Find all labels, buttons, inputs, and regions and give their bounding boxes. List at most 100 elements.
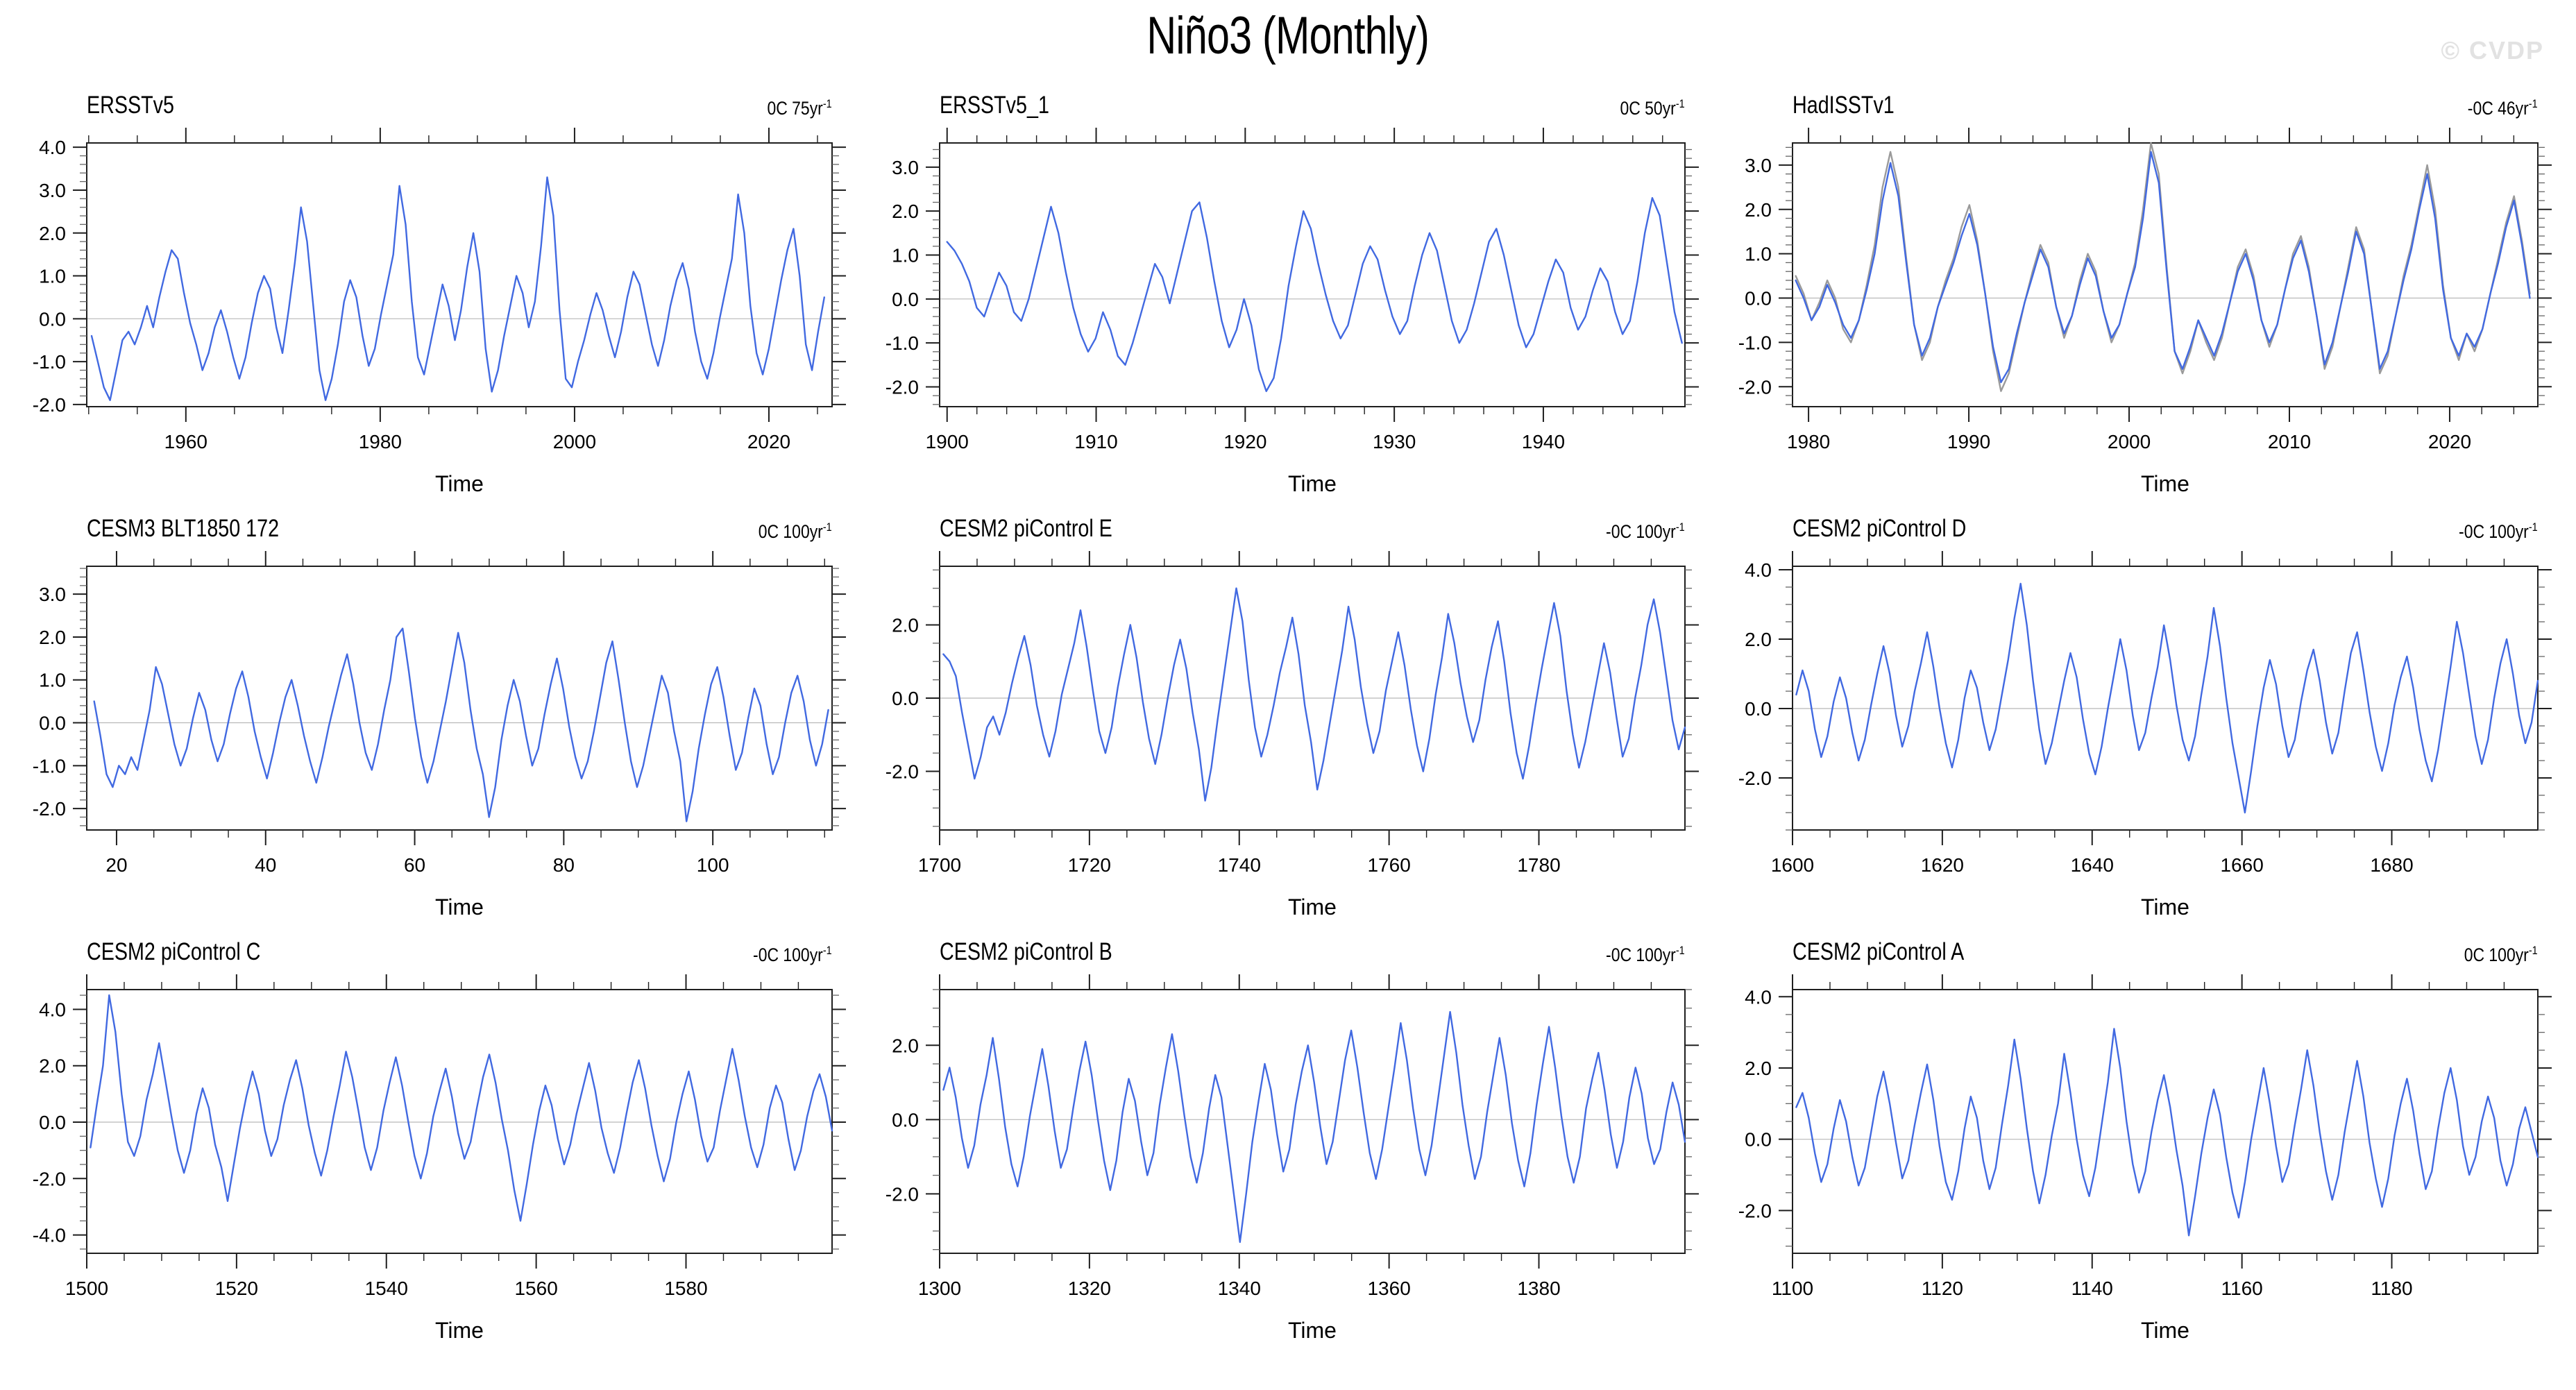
timeseries-plot: 1960 1980 2000 2020 4.0 3.0 2.0 1.0 0.0 -1.0 -2.0 T… [33,128,846,496]
svg-text:-2.0: -2.0 [1738,768,1772,789]
timeseries-panel-hadisstv1: HadISSTv1 -0C 46yr-1 1980 1990 2000 2010 202… [1721,87,2561,508]
svg-text:1180: 1180 [2371,1278,2412,1299]
panel-header: CESM2 piControl C -0C 100yr-1 [15,934,855,966]
svg-text:2020: 2020 [2428,431,2471,452]
svg-text:-2.0: -2.0 [33,1168,66,1189]
svg-text:2.0: 2.0 [892,201,919,222]
svg-text:0.0: 0.0 [892,289,919,310]
svg-text:Time: Time [2141,895,2189,919]
svg-text:1500: 1500 [65,1278,108,1299]
svg-text:0.0: 0.0 [1745,288,1772,310]
svg-text:2.0: 2.0 [1745,629,1772,650]
svg-text:1980: 1980 [1787,431,1830,452]
svg-text:1560: 1560 [514,1278,557,1299]
svg-text:1680: 1680 [2370,854,2413,876]
trend-annotation: -0C 100yr-1 [1606,944,1685,965]
timeseries-plot: 1300 1320 1340 1360 1380 2.0 0.0 -2.0 Time [886,974,1699,1343]
dataset-title: CESM2 piControl C [87,938,261,965]
dataset-title: ERSSTv5_1 [940,92,1049,119]
panel-header: ERSSTv5_1 0C 50yr-1 [868,87,1708,119]
trend-annotation: 0C 50yr-1 [1620,97,1685,119]
svg-text:2000: 2000 [553,431,596,452]
cvdp-watermark: © CVDP [2441,36,2544,65]
svg-text:4.0: 4.0 [39,137,66,158]
svg-text:2000: 2000 [2108,431,2151,452]
timeseries-panel-ersstv5: ERSSTv5 0C 75yr-1 1960 1980 2000 2020 4.0 3.0… [15,87,855,508]
svg-text:1990: 1990 [1947,431,1990,452]
timeseries-plot: 1700 1720 1740 1760 1780 2.0 0.0 -2.0 Time [886,551,1699,919]
svg-text:Time: Time [2141,1318,2189,1343]
svg-text:Time: Time [435,1318,484,1343]
svg-text:0.0: 0.0 [1745,1129,1772,1151]
svg-text:1320: 1320 [1068,1278,1111,1299]
svg-text:0.0: 0.0 [39,713,66,734]
svg-text:2.0: 2.0 [1745,199,1772,221]
timeseries-plot: 1600 1620 1640 1660 1680 4.0 2.0 0.0 -2.0 Time [1738,551,2552,919]
svg-text:-2.0: -2.0 [886,377,919,398]
svg-text:1640: 1640 [2071,854,2114,876]
svg-text:20: 20 [105,854,127,876]
svg-text:-2.0: -2.0 [1738,1200,1772,1221]
svg-text:1120: 1120 [1922,1278,1963,1299]
svg-text:Time: Time [435,895,484,919]
timeseries-plot: 1100 1120 1140 1160 1180 4.0 2.0 0.0 -2.0 Time [1738,974,2552,1343]
svg-text:1620: 1620 [1921,854,1964,876]
svg-text:1660: 1660 [2220,854,2263,876]
svg-text:1.0: 1.0 [39,670,66,691]
timeseries-panel-ersstv5-1: ERSSTv5_1 0C 50yr-1 1900 1910 1920 1930 1940… [868,87,1708,508]
svg-text:Time: Time [2141,471,2189,496]
timeseries-panel-cesm2-picontrol-c: CESM2 piControl C -0C 100yr-1 1500 1520 15… [15,934,855,1355]
svg-text:1.0: 1.0 [39,266,66,287]
timeseries-panel-cesm2-picontrol-e: CESM2 piControl E -0C 100yr-1 1700 1720 17… [868,511,1708,931]
svg-text:-1.0: -1.0 [33,755,66,777]
svg-text:40: 40 [255,854,276,876]
panel-header: CESM2 piControl B -0C 100yr-1 [868,934,1708,966]
timeseries-panel-cesm2-picontrol-b: CESM2 piControl B -0C 100yr-1 1300 1320 13… [868,934,1708,1355]
dataset-title: CESM3 BLT1850 172 [87,515,280,542]
svg-text:1.0: 1.0 [1745,244,1772,265]
svg-text:3.0: 3.0 [39,180,66,201]
panel-header: CESM2 piControl D -0C 100yr-1 [1721,511,2561,543]
panel-header: CESM3 BLT1850 172 0C 100yr-1 [15,511,855,543]
svg-text:1100: 1100 [1772,1278,1813,1299]
dataset-title: CESM2 piControl A [1793,938,1965,965]
svg-text:-1.0: -1.0 [886,332,919,354]
timeseries-panel-cesm3-blt1850-172: CESM3 BLT1850 172 0C 100yr-1 20 40 60 80 100… [15,511,855,931]
page-header: Niño3 (Monthly) © CVDP [0,0,2576,87]
svg-text:0.0: 0.0 [892,688,919,709]
trend-annotation: -0C 46yr-1 [2468,97,2538,119]
svg-text:1900: 1900 [926,431,969,452]
timeseries-plot: 1500 1520 1540 1560 1580 4.0 2.0 0.0 -2.0 -4.0 Tim… [33,974,846,1343]
svg-text:2.0: 2.0 [39,223,66,244]
svg-text:4.0: 4.0 [39,999,66,1020]
svg-text:4.0: 4.0 [1745,559,1772,581]
svg-text:-2.0: -2.0 [33,798,66,820]
timeseries-plot: 1980 1990 2000 2010 2020 3.0 2.0 1.0 0.0 -1.0 -2.0… [1738,128,2552,496]
svg-text:-2.0: -2.0 [33,394,66,416]
svg-text:1380: 1380 [1517,1278,1560,1299]
svg-text:80: 80 [553,854,575,876]
svg-text:Time: Time [1288,1318,1337,1343]
svg-text:1980: 1980 [359,431,402,452]
svg-text:1720: 1720 [1068,854,1111,876]
svg-text:1910: 1910 [1074,431,1117,452]
svg-text:1360: 1360 [1367,1278,1410,1299]
svg-text:1.0: 1.0 [892,245,919,266]
svg-text:100: 100 [697,854,729,876]
svg-text:2.0: 2.0 [39,627,66,648]
svg-text:1160: 1160 [2221,1278,2263,1299]
svg-text:2020: 2020 [747,431,790,452]
svg-text:2010: 2010 [2268,431,2311,452]
panel-header: ERSSTv5 0C 75yr-1 [15,87,855,119]
trend-annotation: 0C 75yr-1 [767,97,832,119]
panel-header: CESM2 piControl E -0C 100yr-1 [868,511,1708,543]
svg-text:0.0: 0.0 [1745,698,1772,720]
timeseries-plot: 1900 1910 1920 1930 1940 3.0 2.0 1.0 0.0 -1.0 -2.0… [886,128,1699,496]
svg-text:Time: Time [1288,895,1337,919]
svg-text:2.0: 2.0 [1745,1058,1772,1079]
svg-text:1600: 1600 [1771,854,1814,876]
svg-text:2.0: 2.0 [39,1056,66,1077]
svg-text:-1.0: -1.0 [1738,332,1772,353]
panel-header: HadISSTv1 -0C 46yr-1 [1721,87,2561,119]
trend-annotation: 0C 100yr-1 [2464,944,2538,965]
